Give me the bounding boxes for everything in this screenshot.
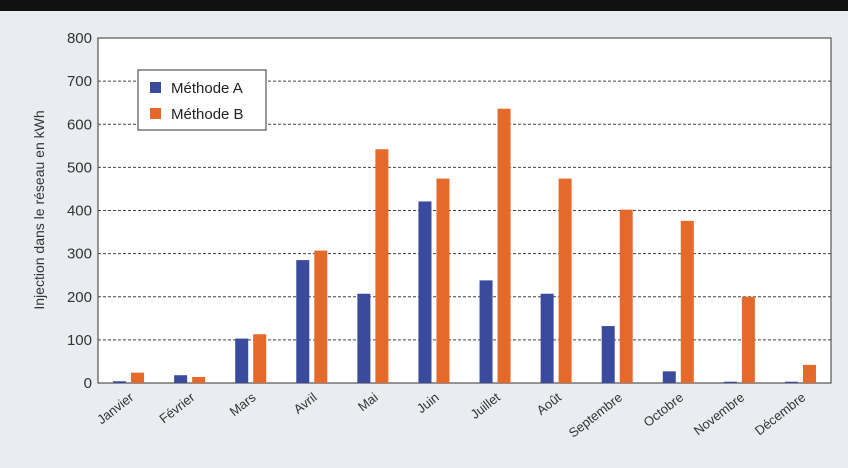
y-tick-label: 0 bbox=[84, 375, 92, 392]
bar-methode-b bbox=[619, 209, 633, 383]
bar-methode-a bbox=[540, 293, 554, 383]
y-tick-label: 100 bbox=[67, 332, 92, 349]
bar-methode-b bbox=[253, 334, 267, 383]
bar-methode-b bbox=[131, 372, 145, 383]
bar-methode-a bbox=[723, 381, 737, 383]
bar-methode-b bbox=[314, 250, 328, 383]
x-tick-label: Février bbox=[156, 389, 198, 426]
bar-methode-b bbox=[680, 220, 694, 383]
y-ticks: 0 100 200 300 400 500 600 700 800 bbox=[67, 30, 92, 392]
legend-box bbox=[137, 69, 267, 131]
top-bar bbox=[0, 0, 848, 11]
bar-methode-a bbox=[662, 371, 676, 383]
legend-swatch-b bbox=[150, 108, 161, 119]
bar-methode-b bbox=[375, 149, 389, 383]
x-ticks: Janvier Février Mars Avril Mai Juin Juillet Aoû… bbox=[94, 389, 808, 440]
bar-methode-a bbox=[479, 280, 493, 383]
bar-methode-a bbox=[174, 375, 188, 383]
x-tick-label: Janvier bbox=[94, 389, 137, 427]
x-tick-label: Décembre bbox=[752, 390, 808, 439]
legend: Méthode A Méthode B bbox=[137, 69, 267, 131]
bar-methode-b bbox=[558, 178, 572, 383]
x-tick-label: Mai bbox=[355, 389, 381, 414]
x-tick-label: Avril bbox=[291, 389, 320, 416]
bar-methode-a bbox=[784, 381, 798, 383]
x-tick-label: Novembre bbox=[691, 390, 747, 439]
y-tick-label: 400 bbox=[67, 203, 92, 220]
bar-methode-a bbox=[601, 326, 615, 383]
bar-methode-b bbox=[497, 108, 511, 383]
y-tick-label: 200 bbox=[67, 289, 92, 306]
y-tick-label: 300 bbox=[67, 246, 92, 263]
y-tick-label: 800 bbox=[67, 30, 92, 47]
bar-methode-a bbox=[357, 293, 371, 383]
x-tick-label: Octobre bbox=[640, 390, 686, 430]
y-tick-label: 700 bbox=[67, 73, 92, 90]
bar-methode-a bbox=[418, 201, 432, 383]
x-tick-label: Juillet bbox=[467, 389, 503, 422]
bars bbox=[113, 108, 816, 383]
x-tick-label: Septembre bbox=[566, 390, 625, 441]
bar-methode-a bbox=[113, 381, 127, 383]
bar-methode-b bbox=[802, 364, 816, 383]
bar-methode-a bbox=[235, 338, 249, 383]
bar-methode-b bbox=[436, 178, 450, 383]
legend-swatch-a bbox=[150, 82, 161, 93]
bar-methode-b bbox=[192, 376, 206, 383]
legend-label-b: Méthode B bbox=[171, 106, 244, 123]
y-tick-label: 500 bbox=[67, 159, 92, 176]
bar-methode-a bbox=[296, 260, 310, 383]
x-tick-label: Août bbox=[534, 389, 565, 418]
bar-methode-b bbox=[741, 296, 755, 383]
y-axis-label: Injection dans le réseau en kWh bbox=[31, 110, 47, 309]
y-tick-label: 600 bbox=[67, 116, 92, 133]
x-tick-label: Mars bbox=[227, 389, 259, 419]
x-tick-label: Juin bbox=[414, 390, 442, 417]
legend-label-a: Méthode A bbox=[171, 80, 243, 97]
